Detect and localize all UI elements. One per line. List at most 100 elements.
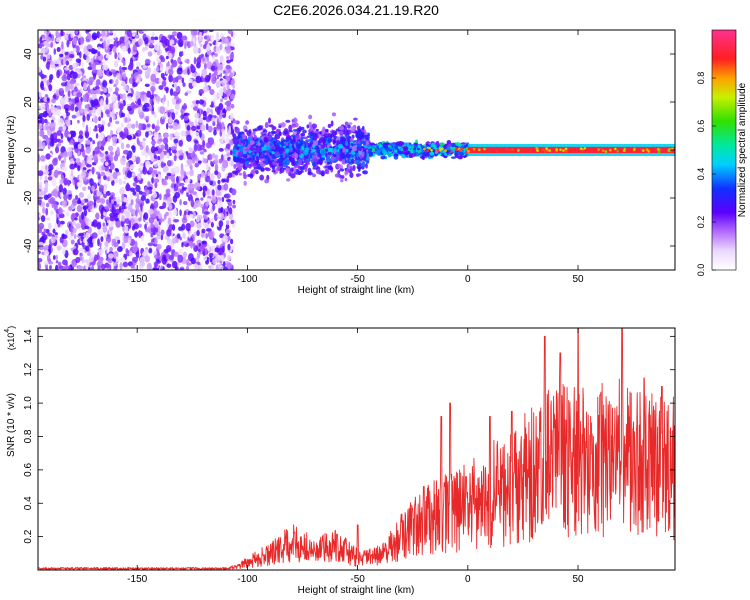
heatmap-cell [227, 129, 232, 135]
heatmap-cell [99, 38, 104, 42]
heatmap-cell [242, 154, 248, 159]
heatmap-cell [84, 50, 91, 56]
heatmap-cell [288, 129, 294, 133]
heatmap-cell [113, 253, 117, 260]
heatmap-cell [140, 146, 143, 150]
heatmap-cell [315, 128, 319, 132]
heatmap-cell [258, 166, 265, 171]
heatmap-cell [308, 114, 313, 120]
heatmap-cell [75, 111, 80, 118]
heatmap-cell [68, 57, 73, 62]
heatmap-cell [229, 158, 235, 167]
heatmap-cell [198, 88, 205, 95]
heatmap-cell [367, 144, 371, 148]
heatmap-cell [456, 151, 462, 154]
heatmap-cell [262, 150, 267, 154]
heatmap-cell [127, 235, 132, 245]
heatmap-cell [82, 186, 87, 191]
heatmap-cell [151, 177, 155, 184]
heatmap-cell [179, 209, 182, 217]
heatmap-cell [268, 117, 271, 124]
heatmap-cell [163, 94, 166, 102]
heatmap-cell [222, 261, 226, 268]
heatmap-cell [192, 243, 196, 248]
heatmap-cell [180, 113, 184, 120]
heatmap-cell [84, 107, 88, 115]
heatmap-cell [138, 217, 142, 222]
heatmap-cell [56, 245, 62, 251]
heatmap-cell [43, 245, 50, 249]
heatmap-cell [163, 113, 168, 118]
heatmap-cell [227, 172, 233, 178]
heatmap-cell [390, 153, 395, 157]
heatmap-cell [75, 45, 80, 53]
heatmap-cell [61, 166, 68, 172]
heatmap-cell [225, 46, 232, 54]
heatmap-cell [47, 232, 53, 237]
heatmap-cell [148, 167, 154, 174]
heatmap-cell [187, 68, 190, 76]
heatmap-cell [90, 251, 95, 256]
heatmap-cell [59, 191, 63, 198]
heatmap-cell [163, 195, 167, 200]
heatmap-cell [411, 152, 417, 157]
heatmap-cell [56, 217, 59, 225]
heatmap-cell [61, 74, 68, 82]
heatmap-cell [48, 84, 53, 92]
heatmap-cell [139, 106, 143, 111]
heatmap-cell [148, 216, 155, 224]
heatmap-cell [65, 86, 70, 92]
heatmap-cell [53, 48, 57, 55]
heatmap-cell [214, 156, 219, 165]
heatmap-cell [119, 65, 122, 74]
heatmap-cell [38, 198, 42, 206]
heatmap-cell [131, 256, 138, 263]
heatmap-cell [65, 60, 70, 66]
heatmap-cell [105, 54, 110, 59]
heatmap-cell [357, 168, 361, 172]
heatmap-cell [181, 242, 184, 248]
heatmap-cell [86, 114, 91, 121]
heatmap-cell [312, 173, 316, 178]
heatmap-cell [170, 182, 175, 189]
heatmap-cell [152, 81, 156, 86]
heatmap-cell [135, 184, 141, 193]
heatmap-cell [115, 168, 120, 173]
heatmap-cell [107, 122, 111, 127]
heatmap-cell [149, 94, 155, 100]
heatmap-cell [207, 125, 213, 133]
heatmap-cell [168, 117, 173, 123]
heatmap-cell [107, 253, 114, 259]
heatmap-cell [100, 263, 106, 270]
heatmap-cell [322, 139, 327, 146]
heatmap-cell [42, 56, 47, 62]
heatmap-cell [69, 163, 76, 170]
heatmap-cell [100, 215, 104, 220]
heatmap-cell [432, 144, 436, 148]
heatmap-cell [58, 184, 64, 193]
heatmap-cell [66, 147, 72, 152]
heatmap-cell [167, 112, 171, 118]
heatmap-cell [225, 148, 229, 153]
heatmap-cell [73, 233, 77, 240]
heatmap-cell [105, 155, 110, 163]
heatmap-cell [109, 247, 113, 252]
heatmap-cell [226, 219, 230, 226]
heatmap-cell [228, 207, 233, 215]
heatmap-cell [143, 212, 149, 220]
heatmap-cell [375, 145, 380, 149]
heatmap-cell [285, 148, 290, 152]
heatmap-cell [158, 193, 162, 201]
heatmap-cell [322, 127, 326, 132]
heatmap-cell [60, 30, 64, 37]
heatmap-cell [278, 163, 283, 167]
heatmap-cell [339, 168, 345, 172]
heatmap-cell [69, 80, 75, 85]
heatmap-cell [144, 45, 149, 51]
heatmap-cell [267, 158, 271, 165]
heatmap-cell [212, 238, 217, 244]
heatmap-cell [63, 156, 67, 164]
heatmap-cell [125, 248, 129, 254]
heatmap-cell [311, 161, 317, 167]
heatmap-cell [85, 146, 92, 154]
